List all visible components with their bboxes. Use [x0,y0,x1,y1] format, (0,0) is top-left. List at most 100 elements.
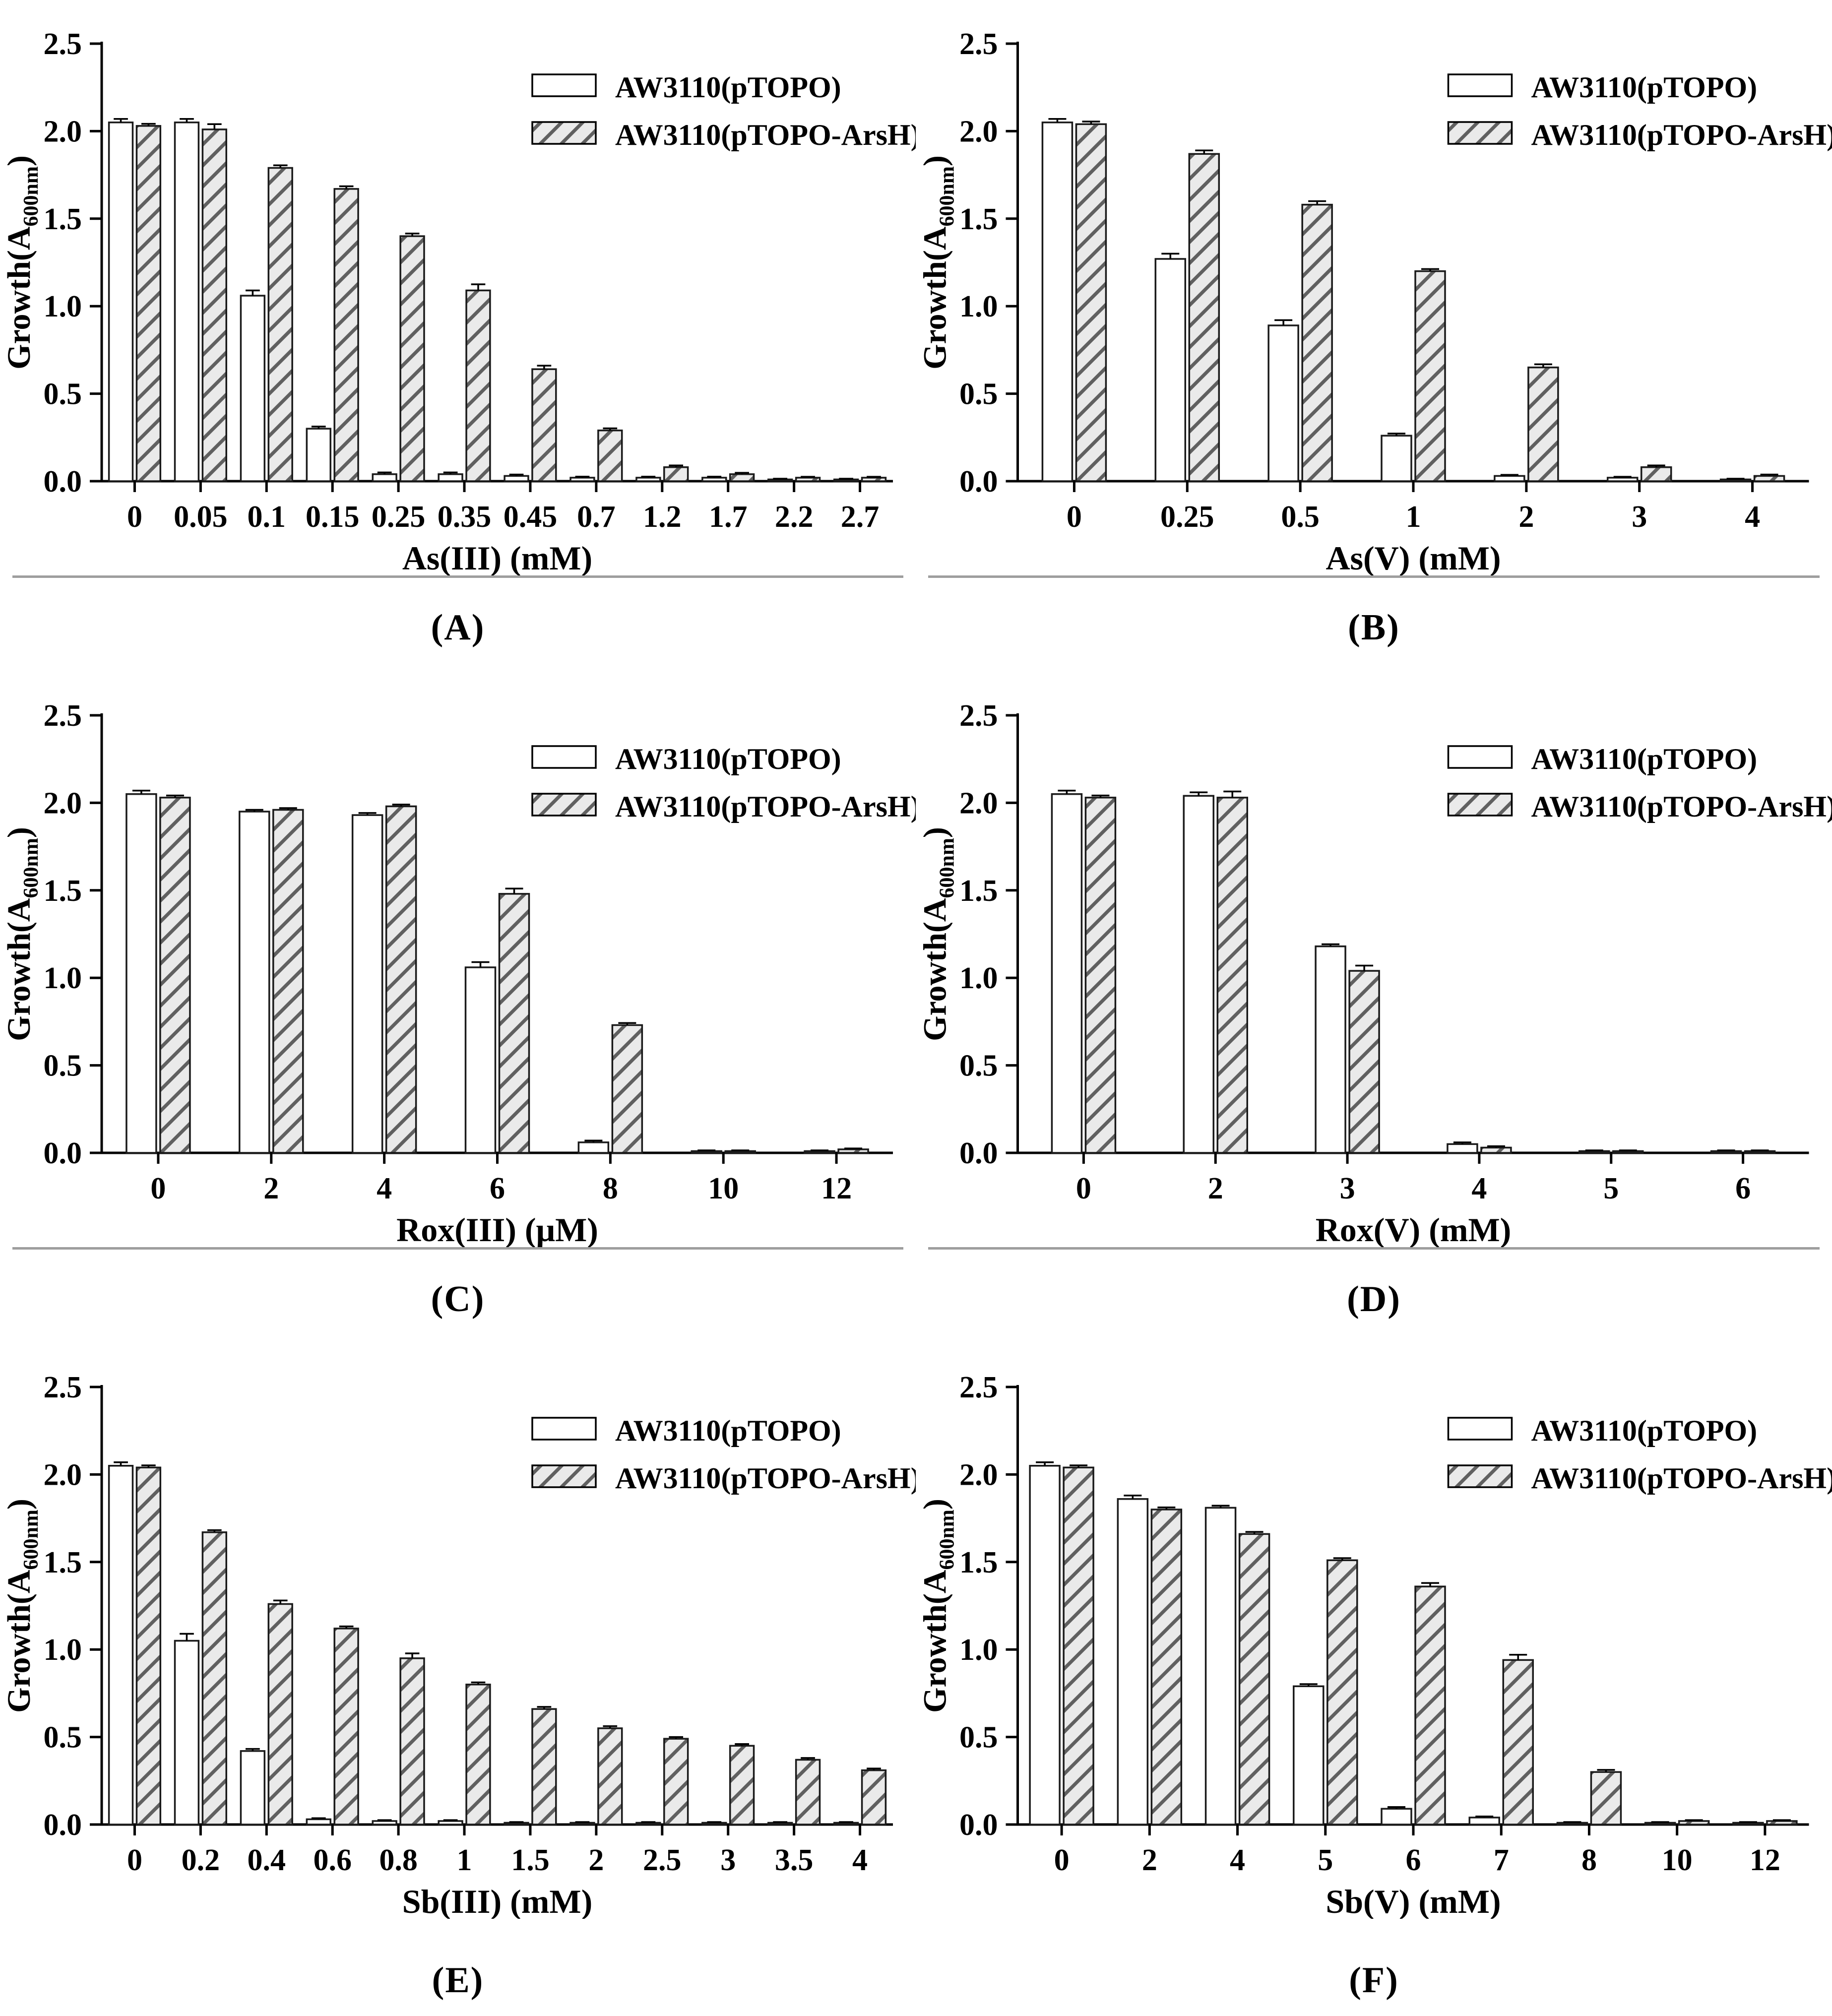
bar-arsh [1188,153,1220,482]
y-tick-label: 0.0 [959,1808,998,1842]
bar-ptopo [1381,435,1412,482]
legend-swatch-ptopo [1447,1417,1513,1441]
x-tick-label: 1 [457,1843,472,1877]
x-tick-label: 12 [1750,1843,1780,1877]
x-tick-label: 4 [1230,1843,1245,1877]
x-tick-label: 2 [263,1172,279,1205]
bar-arsh [1084,797,1117,1154]
bar-arsh [1063,1466,1094,1826]
bar-arsh [1753,475,1785,482]
bar-arsh [1348,970,1380,1154]
x-tick-label: 0 [1054,1843,1070,1877]
y-tick-label: 2.5 [959,27,998,61]
panel-c: 0.0 0.5 1.0 1.5 2.0 2.5 Growth(A600nm) 0 2 4 6 8 10 1… [0,672,916,1343]
legend-label-ptopo: AW3110(pTOPO) [615,71,841,104]
x-tick-label: 6 [1735,1172,1751,1205]
panel-f: 0.0 0.5 1.0 1.5 2.0 2.5 Growth(A600nm) 0 2 4 5 6 7 8 1… [916,1343,1832,2015]
chart-as3: 0.0 0.5 1.0 1.5 2.0 2.5 Growth(A600nm) 0 0.05 0.1… [1,27,916,575]
bar-arsh [399,235,425,482]
bar-ptopo [1029,1465,1061,1826]
y-tick-label: 0.0 [959,465,998,499]
bar-arsh [729,1745,755,1826]
bar-arsh [531,368,557,482]
bar-arsh [1766,1820,1798,1826]
legend-swatch-ptopo [1447,73,1513,97]
x-tick-label: 8 [1581,1843,1597,1877]
separator-line [928,575,1820,578]
x-tick-label: 0.25 [372,500,426,534]
bar-arsh [498,893,530,1154]
bar-ptopo [691,1150,722,1154]
bar-arsh [385,805,417,1154]
bar-ptopo [1051,793,1083,1154]
bar-arsh [135,125,162,482]
bar-arsh [159,797,191,1154]
y-tick-label: 1.0 [44,961,82,995]
legend-swatch-ptopo [531,745,597,769]
bar-arsh [1502,1659,1534,1826]
y-axis-title: Growth(A600nm) [917,827,959,1041]
bar-ptopo [1447,1143,1478,1154]
chart-rox3: 0.0 0.5 1.0 1.5 2.0 2.5 Growth(A600nm) 0 2 4 6 8 10 1… [1,699,916,1247]
legend-swatch-arsh [531,793,597,817]
legend-swatch-ptopo [531,1417,597,1441]
panel-label-e: (E) [432,1960,484,2001]
y-tick-label: 2.0 [959,1458,998,1492]
bar-ptopo [1556,1822,1588,1826]
bar-arsh [272,809,304,1154]
x-tick-label: 0 [150,1172,166,1205]
bar-ptopo [833,1822,859,1826]
panel-e: 0.0 0.5 1.0 1.5 2.0 2.5 Growth(A600nm) 0 0.2 0.4 0… [0,1343,916,2015]
y-tick-label: 2.5 [959,1371,998,1404]
bar-ptopo [569,1822,595,1826]
separator-line [928,1247,1820,1250]
legend-label-ptopo: AW3110(pTOPO) [615,743,841,775]
bar-arsh [861,477,887,482]
x-tick-label: 6 [490,1172,505,1205]
y-tick-label: 2.5 [44,27,82,61]
y-axis-title: Growth(A600nm) [1,827,43,1041]
bar-arsh [663,1738,689,1826]
bar-ptopo [464,966,497,1154]
bar-arsh [333,188,359,482]
bar-arsh [1238,1533,1270,1826]
bar-ptopo [126,793,157,1154]
x-tick-label: 10 [708,1172,739,1205]
bar-arsh [1075,123,1107,482]
separator-line [12,1247,903,1250]
legend-label-ptopo: AW3110(pTOPO) [1531,71,1758,104]
bar-arsh [267,1603,293,1826]
bar-ptopo [239,811,270,1154]
bar-arsh [1527,366,1559,482]
legend-swatch-ptopo [531,73,597,97]
y-tick-label: 1.0 [959,290,998,323]
x-tick-label: 4 [852,1843,868,1877]
y-tick-label: 2.5 [44,699,82,733]
bar-ptopo [438,473,463,482]
x-tick-label: 3.5 [775,1843,814,1877]
bar-ptopo [372,1820,397,1826]
x-tick-label: 0.35 [438,500,492,534]
panel-b: 0.0 0.5 1.0 1.5 2.0 2.5 Growth(A600nm) 0 0.25 0.5… [916,0,1832,672]
bar-arsh [611,1024,643,1154]
legend-label-ptopo: AW3110(pTOPO) [1531,743,1758,775]
bar-arsh [531,1708,557,1826]
x-tick-label: 0 [127,500,142,534]
x-axis-title: Rox(III) (μM) [396,1211,598,1247]
x-tick-label: 10 [1662,1843,1693,1877]
x-tick-label: 0.15 [306,500,360,534]
x-tick-label: 1 [1406,500,1421,534]
bar-arsh [724,1150,756,1154]
bar-arsh [861,1769,887,1826]
bar-arsh [729,473,755,482]
bar-arsh [135,1466,162,1826]
x-tick-label: 5 [1603,1172,1619,1205]
legend-label-ptopo: AW3110(pTOPO) [615,1414,841,1447]
y-tick-label: 2.0 [959,786,998,820]
bar-ptopo [577,1141,610,1154]
x-tick-label: 0.5 [1281,500,1320,534]
bar-arsh [1744,1150,1776,1154]
y-tick-label: 0.5 [44,1721,82,1755]
y-tick-label: 2.0 [959,115,998,148]
